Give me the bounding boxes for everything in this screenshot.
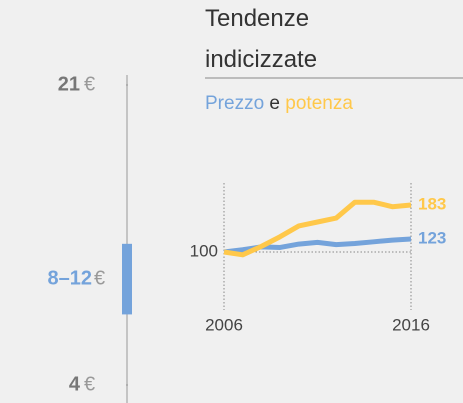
chart-title-line: Tendenze indicizzate	[205, 5, 317, 73]
end-label: 123	[418, 228, 446, 247]
tick-label: 4	[69, 373, 81, 395]
range-label: 8–12	[48, 267, 93, 289]
line-series	[223, 199, 412, 258]
unit-label: €	[84, 373, 95, 395]
legend-entry: potenza	[285, 93, 353, 114]
unit-label: €	[84, 73, 95, 95]
y-tick-label: 100	[190, 241, 218, 260]
x-tick-label: 2016	[392, 315, 430, 334]
x-tick-label: 2006	[205, 315, 243, 334]
subtitle: Prezzo e potenza	[205, 93, 353, 114]
legend-entry: Prezzo	[205, 93, 264, 114]
end-label: 183	[418, 195, 446, 214]
range-bar	[122, 243, 132, 315]
unit-label: €	[94, 267, 105, 289]
legend-joiner: e	[269, 93, 280, 114]
tick-label: 21	[58, 73, 80, 95]
